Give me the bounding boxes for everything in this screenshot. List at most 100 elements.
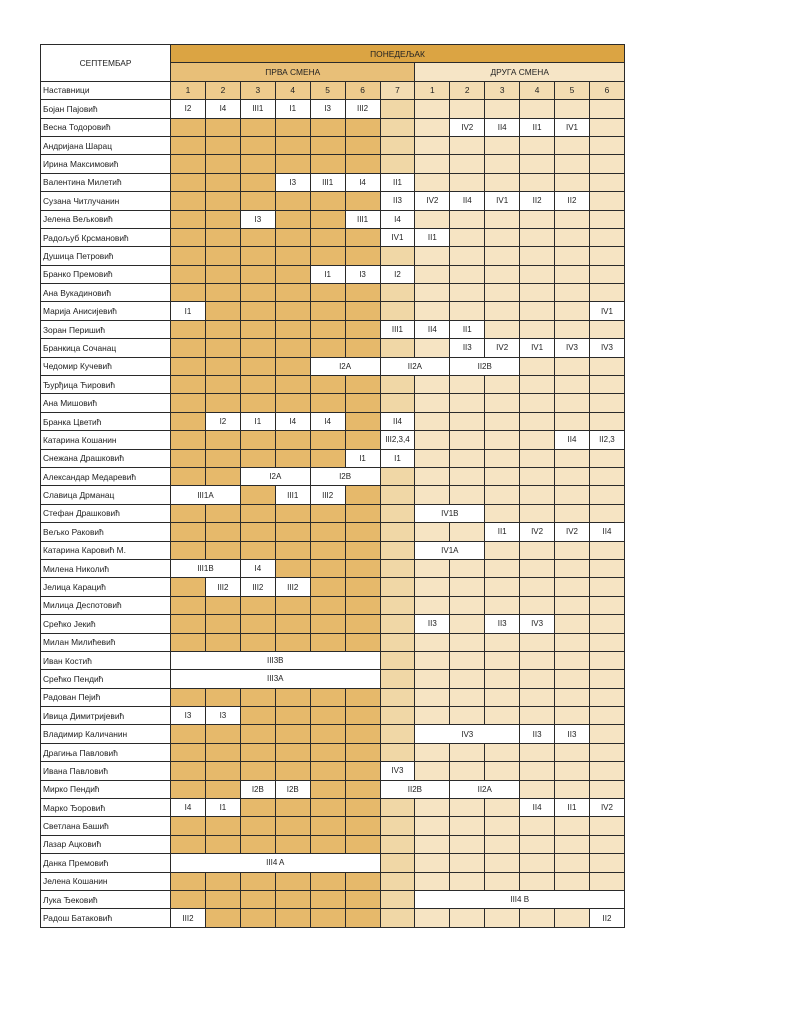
- empty-cell: [379, 99, 416, 119]
- lesson-cell: III2: [344, 99, 381, 119]
- empty-cell: [449, 301, 486, 321]
- teacher-name: Катарина Каровић М.: [39, 540, 172, 560]
- header-row-day: СЕПТЕМБАР ПОНЕДЕЉАК: [39, 43, 625, 82]
- empty-cell: [414, 375, 451, 395]
- empty-cell: [414, 650, 451, 671]
- lesson-cell: II2: [554, 191, 590, 211]
- lesson-cell: I2B: [274, 779, 311, 800]
- empty-cell: [204, 227, 241, 248]
- empty-cell: [274, 319, 311, 340]
- empty-cell: [484, 908, 521, 928]
- lesson-cell: I2: [204, 411, 241, 432]
- lesson-cell: II1: [484, 522, 521, 542]
- lesson-cell: III2: [274, 577, 311, 597]
- empty-cell: [344, 283, 381, 303]
- lesson-cell: IV1B: [414, 503, 486, 524]
- empty-cell: [204, 338, 241, 358]
- empty-cell: [484, 430, 521, 450]
- lesson-cell: IV3: [588, 338, 626, 358]
- teacher-row: Радош Батаковић III2 II2: [39, 908, 626, 928]
- lesson-cell: III1B: [170, 558, 241, 579]
- empty-cell: [554, 687, 590, 708]
- empty-cell: [274, 687, 311, 708]
- empty-cell: [484, 301, 521, 321]
- lesson-cell: I4: [170, 798, 206, 818]
- empty-cell: [309, 632, 346, 652]
- teacher-row: Лазар Ацковић: [39, 834, 626, 855]
- empty-cell: [588, 246, 626, 266]
- empty-cell: [204, 283, 241, 303]
- empty-cell: [344, 687, 381, 708]
- empty-cell: [274, 798, 311, 818]
- empty-cell: [588, 687, 626, 708]
- empty-cell: [554, 99, 590, 119]
- teacher-name: Јелена Вељковић: [39, 209, 172, 229]
- empty-cell: [204, 632, 241, 652]
- empty-cell: [379, 798, 416, 818]
- empty-cell: [554, 466, 590, 487]
- empty-cell: [344, 798, 381, 818]
- lesson-cell: I2: [379, 264, 416, 285]
- teachers-header: Наставници: [39, 80, 172, 101]
- empty-cell: [484, 375, 521, 395]
- empty-cell: [379, 558, 416, 579]
- lesson-cell: III3B: [170, 650, 381, 671]
- empty-cell: [309, 908, 346, 928]
- first-shift-period-3: 3: [239, 80, 276, 101]
- empty-cell: [309, 614, 346, 634]
- teacher-row: Мирко Пендић I2B I2B II2B II2A: [39, 779, 626, 800]
- lesson-cell: I4: [204, 99, 241, 119]
- empty-cell: [309, 871, 346, 891]
- empty-cell: [309, 393, 346, 413]
- teacher-row: Александар Медаревић I2A I2B: [39, 466, 626, 487]
- empty-cell: [344, 834, 381, 855]
- lesson-cell: II4: [449, 191, 486, 211]
- empty-cell: [449, 448, 486, 468]
- empty-cell: [414, 393, 451, 413]
- lesson-cell: IV1A: [414, 540, 486, 560]
- empty-cell: [274, 871, 311, 891]
- empty-cell: [344, 779, 381, 800]
- teacher-row: Бојан Пајовић I2 I4 III1 I1 I3 III2: [39, 99, 626, 119]
- empty-cell: [274, 154, 311, 174]
- empty-cell: [170, 614, 206, 634]
- empty-cell: [309, 779, 346, 800]
- second-shift-period-6: 6: [588, 80, 626, 101]
- lesson-cell: IV1: [554, 117, 590, 137]
- teacher-row: Валентина Милетић I3 III1 I4 II1: [39, 172, 626, 193]
- empty-cell: [379, 154, 416, 174]
- empty-cell: [449, 135, 486, 156]
- empty-cell: [588, 448, 626, 468]
- empty-cell: [309, 246, 346, 266]
- empty-cell: [274, 503, 311, 524]
- empty-cell: [239, 889, 276, 910]
- empty-cell: [484, 319, 521, 340]
- teacher-name: Лазар Ацковић: [39, 834, 172, 855]
- lesson-cell: IV2: [449, 117, 486, 137]
- empty-cell: [414, 485, 451, 505]
- empty-cell: [309, 375, 346, 395]
- empty-cell: [484, 632, 521, 652]
- empty-cell: [484, 283, 521, 303]
- empty-cell: [588, 117, 626, 137]
- first-shift-period-1: 1: [170, 80, 206, 101]
- empty-cell: [588, 191, 626, 211]
- teacher-row: Срећко Јекић II3 II3 IV3: [39, 614, 626, 634]
- lesson-cell: III2: [309, 485, 346, 505]
- teacher-name: Драгиња Павловић: [39, 742, 172, 763]
- teacher-row: Милица Деспотовић: [39, 595, 626, 616]
- empty-cell: [484, 871, 521, 891]
- teacher-name: Ђурђица Ћировић: [39, 375, 172, 395]
- empty-cell: [204, 742, 241, 763]
- empty-cell: [414, 430, 451, 450]
- empty-cell: [309, 687, 346, 708]
- empty-cell: [484, 706, 521, 726]
- empty-cell: [379, 466, 416, 487]
- teacher-row: Владимир Каличанин IV3 II3 II3: [39, 724, 626, 744]
- empty-cell: [519, 595, 556, 616]
- lesson-cell: III2: [239, 577, 276, 597]
- empty-cell: [484, 448, 521, 468]
- empty-cell: [239, 724, 276, 744]
- empty-cell: [449, 577, 486, 597]
